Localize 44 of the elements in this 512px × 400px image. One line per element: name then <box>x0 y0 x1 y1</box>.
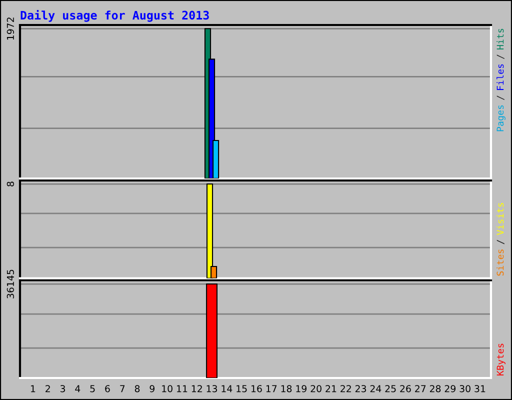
x-tick-label: 24 <box>370 385 382 392</box>
x-tick-label: 25 <box>385 385 396 392</box>
x-tick-label: 11 <box>176 385 188 392</box>
x-tick-label: 27 <box>415 385 426 392</box>
x-tick-label: 15 <box>236 385 247 392</box>
x-tick-label: 2 <box>46 385 50 392</box>
text: Files <box>496 64 504 90</box>
x-tick-label: 23 <box>355 385 366 392</box>
x-tick-label: 20 <box>310 385 322 392</box>
text: KBytes <box>496 344 506 376</box>
x-tick-label: 6 <box>105 385 110 392</box>
x-tick-label: 14 <box>222 385 232 392</box>
text: Visits <box>496 203 504 235</box>
x-tick-label: 26 <box>400 385 411 392</box>
x-tick-label: 30 <box>460 385 470 392</box>
chart-title: Daily usage for August 2013 <box>20 10 209 22</box>
x-tick-label: 19 <box>296 385 307 392</box>
y-tick-label: 36145 <box>6 270 14 298</box>
x-tick-label: 18 <box>281 385 292 392</box>
text: Sites <box>496 250 504 276</box>
x-tick-label: 28 <box>430 385 441 392</box>
x-tick-label: 21 <box>326 385 336 392</box>
text: / <box>496 54 504 60</box>
text: / <box>496 240 504 244</box>
x-tick-label: 7 <box>120 385 125 392</box>
x-tick-label: 13 <box>206 385 218 392</box>
x-tick-label: 22 <box>340 385 351 392</box>
x-tick-label: 3 <box>60 385 66 392</box>
y-tick-label: 1972 <box>6 18 14 40</box>
x-tick-label: 12 <box>192 385 202 392</box>
x-tick-label: 29 <box>444 385 456 392</box>
x-tick-label: 5 <box>90 385 95 392</box>
text: Pages <box>496 105 506 132</box>
x-tick-label: 9 <box>150 385 155 392</box>
x-tick-label: 31 <box>474 385 486 392</box>
x-tick-label: 4 <box>75 385 80 392</box>
x-tick-label: 17 <box>266 385 277 392</box>
x-tick-label: 10 <box>162 385 172 392</box>
y-tick-label: 8 <box>6 182 14 186</box>
text: / <box>496 96 504 100</box>
x-tick-label: 8 <box>134 385 140 392</box>
x-tick-label: 1 <box>30 385 36 392</box>
text: Hits <box>496 28 504 50</box>
x-tick-label: 16 <box>251 385 262 392</box>
